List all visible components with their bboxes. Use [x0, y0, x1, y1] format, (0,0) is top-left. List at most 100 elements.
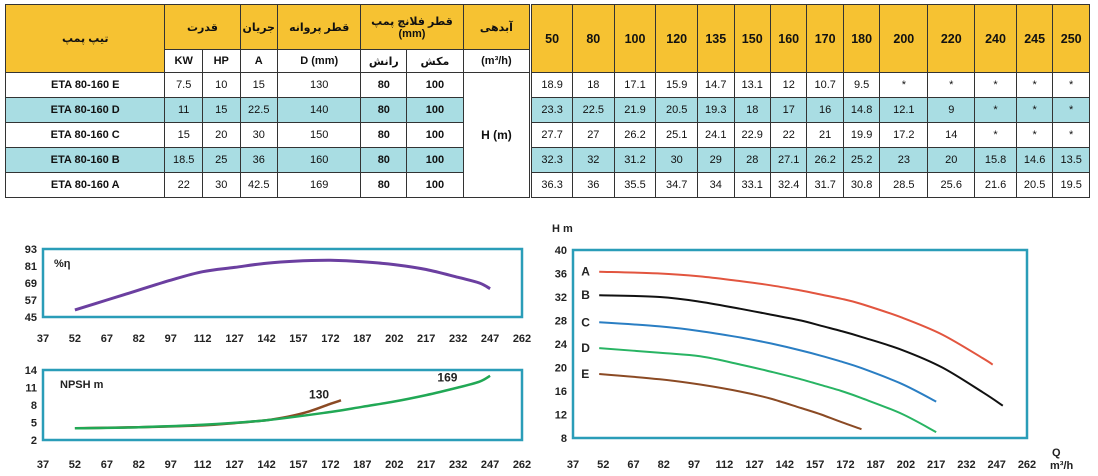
head-value-cell: * — [1015, 122, 1054, 148]
x-tick-label: 97 — [688, 459, 700, 471]
y-tick-label: 20 — [555, 363, 567, 375]
head-value-cell: 34 — [697, 172, 735, 198]
discharge-cell: 80 — [360, 122, 408, 148]
x-tick-label: 82 — [133, 333, 145, 345]
hp-cell: 15 — [201, 97, 241, 123]
suction-cell: 100 — [406, 72, 464, 98]
head-value-cell: 17 — [769, 97, 808, 123]
flow-header: 150 — [733, 4, 771, 73]
head-value-cell: 9 — [927, 97, 976, 123]
head-value-cell: 29 — [697, 147, 735, 173]
suction-cell: 100 — [406, 97, 464, 123]
model-cell: ETA 80-160 B — [4, 147, 166, 173]
x-tick-label: 37 — [37, 459, 49, 471]
head-value-cell: 19.3 — [697, 97, 735, 123]
flow-header: 120 — [655, 4, 699, 73]
flow-header: 100 — [613, 4, 657, 73]
y-tick-label: 11 — [25, 383, 37, 395]
model-cell: ETA 80-160 E — [4, 72, 166, 98]
head-value-cell: 20.5 — [655, 97, 699, 123]
head-value-cell: 28.5 — [879, 172, 929, 198]
flow-header: 245 — [1015, 4, 1054, 73]
x-tick-label: 157 — [806, 459, 824, 471]
header-model: تیپ پمپ — [4, 4, 166, 73]
head-value-cell: 14.6 — [1015, 147, 1054, 173]
flow-header: 250 — [1052, 4, 1090, 73]
series-line — [599, 294, 1004, 407]
x-tick-label: 97 — [165, 333, 177, 345]
model-cell: ETA 80-160 A — [4, 172, 166, 198]
table-row: ETA 80-160 C 15 20 30 150 80 100 27.7 27 26.2 25.1… — [4, 122, 1090, 148]
x-tick-label: 112 — [194, 333, 212, 345]
plot-frame — [41, 247, 524, 319]
series-label: D — [581, 341, 590, 355]
head-value-cell: 18.9 — [529, 72, 573, 98]
header-hp: HP — [201, 49, 241, 73]
series-line — [599, 270, 994, 366]
head-value-cell: 31.7 — [806, 172, 844, 198]
impeller-cell: 140 — [277, 97, 362, 123]
x-tick-label: 247 — [481, 333, 499, 345]
current-cell: 22.5 — [239, 97, 279, 123]
x-tick-label: 217 — [417, 459, 435, 471]
x-tick-label: 67 — [101, 459, 113, 471]
series-line — [74, 258, 491, 312]
discharge-cell: 80 — [360, 172, 408, 198]
x-tick-label: 127 — [225, 333, 243, 345]
series-label: 130 — [309, 387, 329, 401]
x-tick-label: 187 — [353, 459, 371, 471]
head-value-cell: 13.5 — [1052, 147, 1090, 173]
model-cell: ETA 80-160 D — [4, 97, 166, 123]
header-kw: KW — [164, 49, 203, 73]
hp-cell: 25 — [201, 147, 241, 173]
x-tick-label: 127 — [745, 459, 763, 471]
x-tick-label: 157 — [289, 459, 307, 471]
table-row: ETA 80-160 D 11 15 22.5 140 80 100 23.3 22.5 21.9… — [4, 97, 1090, 123]
flow-header: 135 — [697, 4, 735, 73]
header-suction: مکش — [406, 49, 464, 73]
head-value-cell: 20.5 — [1015, 172, 1054, 198]
x-tick-label: 142 — [257, 333, 275, 345]
head-value-cell: 33.1 — [733, 172, 771, 198]
current-cell: 15 — [239, 72, 279, 98]
head-value-cell: 15.8 — [974, 147, 1017, 173]
series-label: B — [581, 288, 590, 302]
kw-cell: 15 — [164, 122, 203, 148]
x-tick-label: 202 — [897, 459, 915, 471]
flow-header: 200 — [879, 4, 929, 73]
y-tick-label: 45 — [25, 312, 37, 324]
head-value-cell: * — [1015, 97, 1054, 123]
kw-cell: 11 — [164, 97, 203, 123]
head-value-cell: 27.1 — [769, 147, 808, 173]
series-line — [599, 321, 937, 403]
series-label: C — [581, 315, 590, 329]
header-flange-unit: (mm) — [398, 27, 426, 40]
head-value-cell: * — [974, 72, 1017, 98]
head-value-cell: 22 — [769, 122, 808, 148]
head-value-cell: * — [1052, 122, 1090, 148]
x-tick-label: 142 — [776, 459, 794, 471]
head-value-cell: 24.1 — [697, 122, 735, 148]
x-tick-label: 247 — [988, 459, 1006, 471]
head-value-cell: 18 — [733, 97, 771, 123]
head-value-cell: 22.9 — [733, 122, 771, 148]
head-value-cell: 30 — [655, 147, 699, 173]
head-value-cell: 15.9 — [655, 72, 699, 98]
table-body: ETA 80-160 E 7.5 10 15 130 80 100 H (m) 18.9 18 17… — [4, 72, 1090, 198]
header-flange: قطر فلانچ پمپ (mm) — [360, 4, 464, 50]
head-value-cell: 23 — [879, 147, 929, 173]
head-value-cell: 23.3 — [529, 97, 573, 123]
table-row: ETA 80-160 A 22 30 42.5 169 80 100 36.3 36 35.5 34… — [4, 172, 1090, 198]
header-impeller: قطر پروانه — [277, 4, 362, 50]
y-tick-label: 2 — [31, 435, 37, 447]
y-tick-label: 8 — [561, 433, 567, 445]
x-tick-label: 172 — [836, 459, 854, 471]
head-value-cell: 12 — [769, 72, 808, 98]
x-tick-label: 67 — [101, 333, 113, 345]
discharge-cell: 80 — [360, 97, 408, 123]
npsh-chart: 2 5 8 11 14 37 52 67 82 97 112 127 142 157 172 187 202 21… — [25, 365, 531, 471]
kw-cell: 22 — [164, 172, 203, 198]
y-tick-label: 81 — [25, 261, 37, 273]
x-tick-label: 52 — [69, 333, 81, 345]
